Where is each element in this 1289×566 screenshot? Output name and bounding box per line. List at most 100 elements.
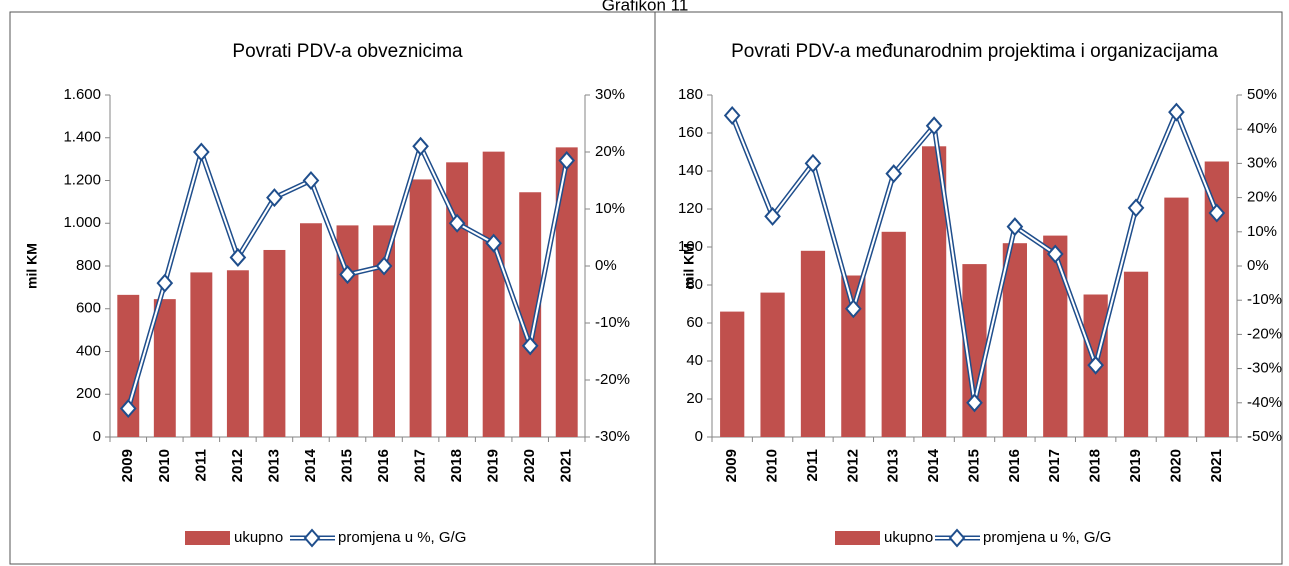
x-tick-label: 2021: [558, 449, 575, 482]
chart-title: Povrati PDV-a međunarodnim projektima i …: [731, 41, 1218, 62]
x-tick-label: 2020: [521, 449, 538, 482]
marker: [804, 153, 822, 173]
bar: [1043, 235, 1068, 437]
x-tick-label: 2016: [1006, 449, 1023, 482]
y2-tick-label: -40%: [1247, 394, 1282, 411]
y-tick-label: 40: [686, 352, 703, 369]
bar: [117, 294, 140, 437]
marker: [925, 116, 943, 136]
x-tick-label: 2019: [485, 449, 502, 482]
y-tick-label: 80: [686, 276, 703, 293]
y2-tick-label: -10%: [1247, 291, 1282, 308]
x-tick-label: 2011: [192, 449, 209, 482]
y2-tick-label: 30%: [595, 86, 625, 103]
bar: [409, 179, 432, 437]
y-tick-label: 0: [93, 428, 101, 445]
x-tick-label: 2010: [156, 449, 173, 482]
x-tick-label: 2017: [412, 449, 429, 482]
marker: [229, 247, 247, 267]
marker: [266, 188, 283, 208]
marker: [885, 164, 903, 184]
marker: [521, 336, 539, 356]
y-tick-label: 120: [678, 200, 703, 217]
bar: [373, 225, 395, 437]
marker: [764, 206, 781, 226]
y2-tick-label: -20%: [1247, 325, 1282, 342]
y-tick-label: 200: [76, 385, 101, 402]
y-tick-label: 60: [686, 314, 703, 331]
y2-tick-label: 20%: [595, 143, 625, 160]
frame: [9, 11, 1283, 565]
bar: [190, 272, 213, 437]
y2-tick-label: -50%: [1247, 428, 1282, 445]
x-tick-label: 2018: [448, 449, 465, 482]
marker: [339, 265, 356, 285]
x-tick-label: 2009: [723, 449, 740, 482]
marker: [375, 256, 393, 276]
y-tick-label: 1.000: [63, 214, 101, 231]
bar: [446, 162, 469, 438]
bar: [336, 225, 359, 437]
bar: [1164, 197, 1189, 437]
x-tick-label: 2013: [265, 449, 282, 482]
bar: [300, 223, 322, 437]
y2-tick-label: -30%: [595, 428, 630, 445]
marker: [1168, 102, 1185, 122]
bar: [519, 192, 542, 437]
x-tick-label: 2018: [1087, 449, 1104, 482]
y-tick-label: 1.400: [63, 129, 101, 146]
marker: [1046, 244, 1064, 264]
x-tick-label: 2020: [1167, 449, 1184, 482]
legend-label: promjena u %, G/G: [338, 529, 466, 546]
marker: [193, 142, 210, 162]
marker: [845, 299, 862, 319]
y-tick-label: 400: [76, 342, 101, 359]
x-tick-label: 2015: [965, 449, 982, 482]
bar: [226, 270, 249, 437]
y2-tick-label: 40%: [1247, 120, 1277, 137]
y-tick-label: 1.200: [63, 171, 101, 188]
marker: [966, 393, 983, 413]
y-axis-label: mil KM: [24, 243, 40, 289]
y-tick-label: 1.600: [63, 86, 101, 103]
y-tick-label: 140: [678, 162, 703, 179]
bar: [720, 311, 745, 437]
y-tick-label: 100: [678, 238, 703, 255]
bar: [482, 151, 505, 438]
y2-tick-label: 10%: [1247, 223, 1277, 240]
legend-swatch: [185, 531, 230, 545]
y2-tick-label: -10%: [595, 314, 630, 331]
marker: [156, 273, 174, 293]
legend-swatch: [835, 531, 880, 545]
bar: [1002, 243, 1027, 437]
x-tick-label: 2016: [375, 449, 392, 482]
marker: [302, 170, 320, 191]
x-tick-label: 2015: [338, 449, 355, 482]
x-tick-label: 2009: [119, 449, 136, 482]
y2-tick-label: 30%: [1247, 154, 1277, 171]
y-tick-label: 160: [678, 124, 703, 141]
bar: [555, 147, 578, 437]
y-tick-label: 600: [76, 300, 101, 317]
x-tick-label: 2014: [925, 448, 942, 482]
bar: [881, 231, 906, 437]
marker: [1208, 203, 1226, 223]
y2-tick-label: 0%: [1247, 257, 1269, 274]
y-tick-label: 180: [678, 86, 703, 103]
marker: [1006, 217, 1024, 237]
header: Grafikon 11: [602, 0, 689, 14]
marker: [412, 136, 429, 156]
bar: [760, 292, 785, 437]
y2-tick-label: -20%: [595, 371, 630, 388]
x-tick-label: 2013: [885, 449, 902, 482]
y-tick-label: 800: [76, 257, 101, 274]
y2-tick-label: 20%: [1247, 189, 1277, 206]
chart-title: Povrati PDV-a obveznicima: [232, 41, 463, 62]
y-tick-label: 20: [686, 390, 703, 407]
x-tick-label: 2019: [1127, 449, 1144, 482]
bar: [1123, 271, 1149, 437]
marker: [1127, 198, 1145, 218]
x-tick-label: 2021: [1208, 449, 1225, 482]
marker: [723, 106, 741, 126]
